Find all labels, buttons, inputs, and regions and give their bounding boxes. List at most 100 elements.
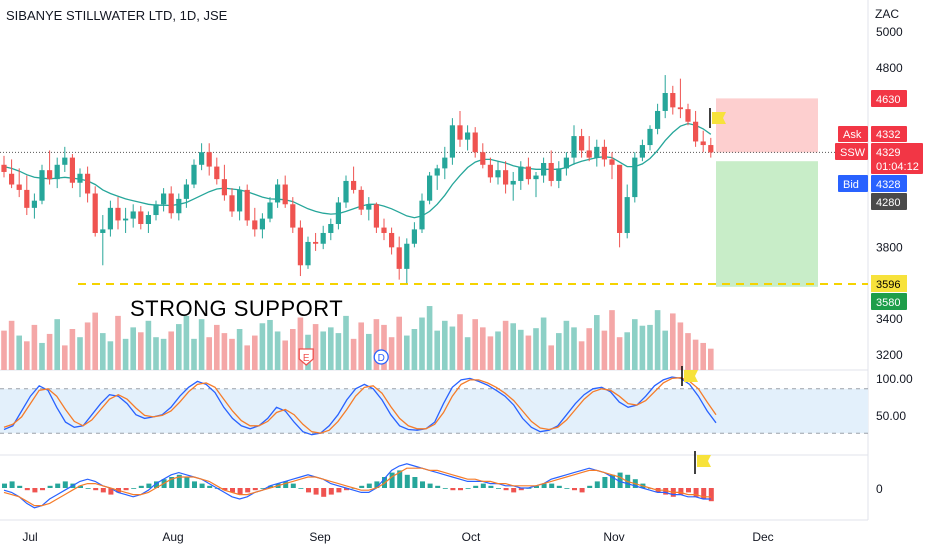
- volume-bar: [54, 319, 60, 370]
- target-price-tag-label: 4630: [876, 94, 900, 106]
- price-axis[interactable]: ZAC 5000 4800 3800 3400 3200 100.00 50.00 0: [875, 7, 913, 496]
- macd-histogram-bar: [549, 483, 555, 488]
- ask-label-tag-label: Ask: [843, 129, 862, 141]
- volume-bar: [358, 322, 364, 370]
- candle-body: [442, 157, 448, 169]
- moving-average-line: [3, 122, 712, 219]
- candle-body: [449, 125, 455, 158]
- macd-line: [3, 463, 711, 509]
- volume-bar: [328, 327, 334, 370]
- candle-body: [77, 173, 83, 183]
- candle-body: [123, 218, 129, 221]
- macd-histogram-bar: [708, 488, 714, 502]
- candle-body: [138, 211, 144, 225]
- macd-histogram-bar: [420, 481, 425, 488]
- macd-histogram-bar: [503, 488, 509, 491]
- volume-bar: [335, 333, 342, 370]
- volume-bar: [411, 329, 418, 370]
- candle-body: [609, 159, 615, 165]
- macd-histogram-bar: [123, 488, 129, 491]
- volume-bar: [267, 319, 273, 370]
- symbol-title: SIBANYE STILLWATER LTD, 1D, JSE: [6, 8, 228, 23]
- macd-histogram-bar: [62, 481, 68, 488]
- volume-bar: [540, 317, 547, 370]
- macd-flag: [697, 455, 711, 467]
- macd-histogram-bar: [306, 488, 311, 493]
- volume-bar: [77, 337, 83, 370]
- time-axis[interactable]: Jul Aug Sep Oct Nov Dec: [22, 530, 773, 544]
- candle-body: [107, 207, 113, 230]
- candle-body: [320, 232, 326, 244]
- macd-histogram-bar: [397, 470, 403, 488]
- volume-bar: [533, 328, 539, 370]
- candle-body: [244, 189, 250, 221]
- candle-body: [145, 215, 151, 225]
- time-tick-label: Aug: [162, 530, 183, 544]
- volume-bar: [677, 322, 684, 370]
- macd-histogram-bar: [344, 488, 349, 491]
- volume-bar: [609, 310, 615, 370]
- macd-histogram-bar: [412, 477, 418, 488]
- volume-bar: [556, 333, 562, 370]
- volume-bar: [525, 335, 532, 370]
- volume-bar: [495, 331, 501, 370]
- macd-histogram-bar: [283, 481, 289, 488]
- candle-body: [579, 136, 585, 151]
- volume-bar: [206, 337, 212, 370]
- volume-bar: [518, 329, 524, 370]
- macd-histogram-bar: [138, 485, 144, 488]
- candle-body: [351, 180, 357, 190]
- candle-body: [62, 157, 68, 165]
- stochastic-k-line: [3, 376, 717, 436]
- volume-bar: [8, 320, 15, 370]
- macd-histogram-bar: [55, 483, 61, 488]
- stochastic-pane: [0, 376, 868, 436]
- candle-body: [617, 164, 623, 233]
- volume-bar: [320, 331, 326, 370]
- volume-bar: [700, 342, 706, 370]
- macd-histogram-bar: [366, 483, 372, 488]
- volume-bar: [69, 329, 76, 370]
- volume-bar: [586, 328, 592, 370]
- volume-bar: [692, 339, 699, 370]
- support-price-tag: [871, 275, 907, 292]
- volume-bar: [46, 333, 53, 370]
- candle-body: [677, 107, 683, 110]
- macd-histogram-bar: [192, 481, 197, 488]
- candle-body: [259, 218, 265, 230]
- macd-histogram-bar: [184, 477, 190, 488]
- volume-bar: [449, 326, 456, 370]
- macd-histogram-bar: [260, 488, 266, 489]
- candle-body: [693, 121, 699, 142]
- volume-bar: [214, 324, 220, 370]
- candle-body: [54, 164, 60, 180]
- candle-body: [571, 136, 577, 158]
- volume-bar: [472, 319, 478, 370]
- candle-body: [1, 164, 7, 172]
- ask-price-tag-label: 4332: [876, 129, 900, 141]
- candle-body: [434, 168, 440, 176]
- volume-bar: [654, 310, 661, 370]
- price-tick-label: 5000: [876, 25, 903, 39]
- macd-histogram-bar: [290, 483, 296, 488]
- candle-body: [335, 202, 341, 225]
- bid-price-tag-label: 4328: [876, 179, 900, 191]
- macd-histogram-bar: [93, 488, 99, 491]
- candle-body: [373, 204, 379, 228]
- macd-histogram-bar: [176, 474, 182, 488]
- candle-body: [381, 227, 387, 233]
- candle-body: [632, 157, 638, 198]
- macd-histogram-bar: [78, 485, 83, 488]
- time-tick-label: Jul: [22, 530, 37, 544]
- time-tick-label: Dec: [752, 530, 773, 544]
- volume-bar: [84, 322, 91, 370]
- volume-bar: [229, 338, 235, 370]
- candle-body: [282, 184, 288, 205]
- macd-histogram-bar: [701, 488, 707, 499]
- volume-bars: [1, 306, 714, 370]
- macd-histogram-bar: [298, 488, 304, 489]
- volume-bar: [419, 317, 425, 370]
- macd-histogram-bar: [511, 488, 517, 493]
- candle-body: [700, 141, 706, 146]
